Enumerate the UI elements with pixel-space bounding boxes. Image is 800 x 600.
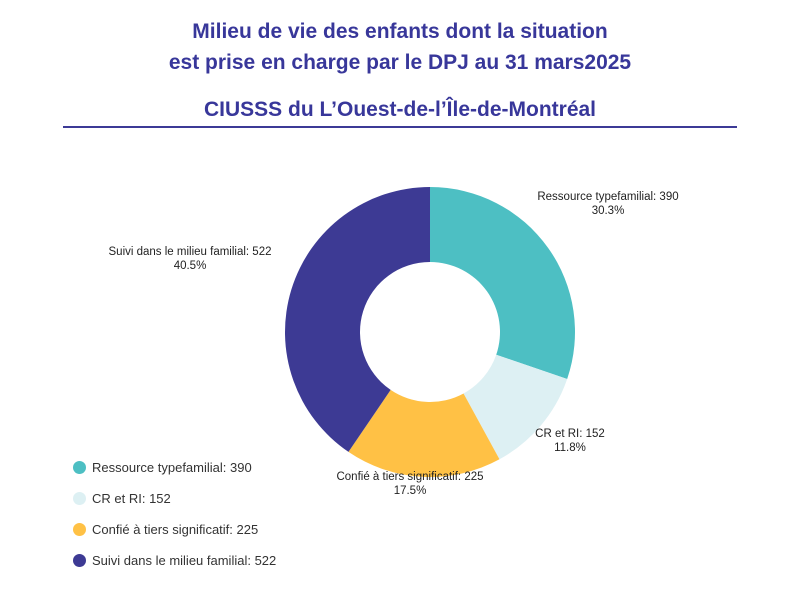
- legend-swatch: [73, 492, 86, 505]
- slice-value-label: Confié à tiers significatif: 225: [336, 471, 483, 483]
- legend-item: Suivi dans le milieu familial: 522: [73, 545, 276, 576]
- title-line-2: est prise en charge par le DPJ au 31 mar…: [168, 51, 632, 74]
- chart-title: Milieu de vie des enfants dont la situat…: [0, 16, 800, 78]
- slice-percent-label: 30.3%: [592, 205, 625, 217]
- donut-slice-1: [463, 354, 568, 460]
- legend-item: Ressource typefamilial: 390: [73, 452, 276, 483]
- donut-slice-0: [430, 187, 575, 380]
- slice-percent-label: 17.5%: [394, 485, 427, 497]
- title-line-1: Milieu de vie des enfants dont la situat…: [192, 20, 608, 43]
- donut-slice-3: [285, 187, 430, 452]
- slice-value-label: CR et RI: 152: [535, 428, 605, 440]
- legend-item: Confié à tiers significatif: 225: [73, 514, 276, 545]
- donut-slice-2: [348, 389, 500, 478]
- legend-label: CR et RI: 152: [92, 491, 171, 506]
- legend-label: Confié à tiers significatif: 225: [92, 522, 259, 537]
- slice-percent-label: 11.8%: [554, 442, 586, 454]
- slice-percent-label: 40.5%: [174, 260, 207, 272]
- legend-swatch: [73, 461, 86, 474]
- slice-value-label: Ressource typefamilial: 390: [537, 191, 678, 203]
- legend-item: CR et RI: 152: [73, 483, 276, 514]
- title-divider: [63, 126, 737, 128]
- legend-label: Suivi dans le milieu familial: 522: [92, 553, 277, 568]
- slice-value-label: Suivi dans le milieu familial: 522: [109, 246, 272, 258]
- legend-label: Ressource typefamilial: 390: [92, 460, 252, 475]
- legend: Ressource typefamilial: 390 CR et RI: 152…: [73, 452, 276, 576]
- legend-swatch: [73, 554, 86, 567]
- legend-swatch: [73, 523, 86, 536]
- chart-subtitle: CIUSSS du L’Ouest-de-l’Île-de-Montréal: [203, 98, 597, 121]
